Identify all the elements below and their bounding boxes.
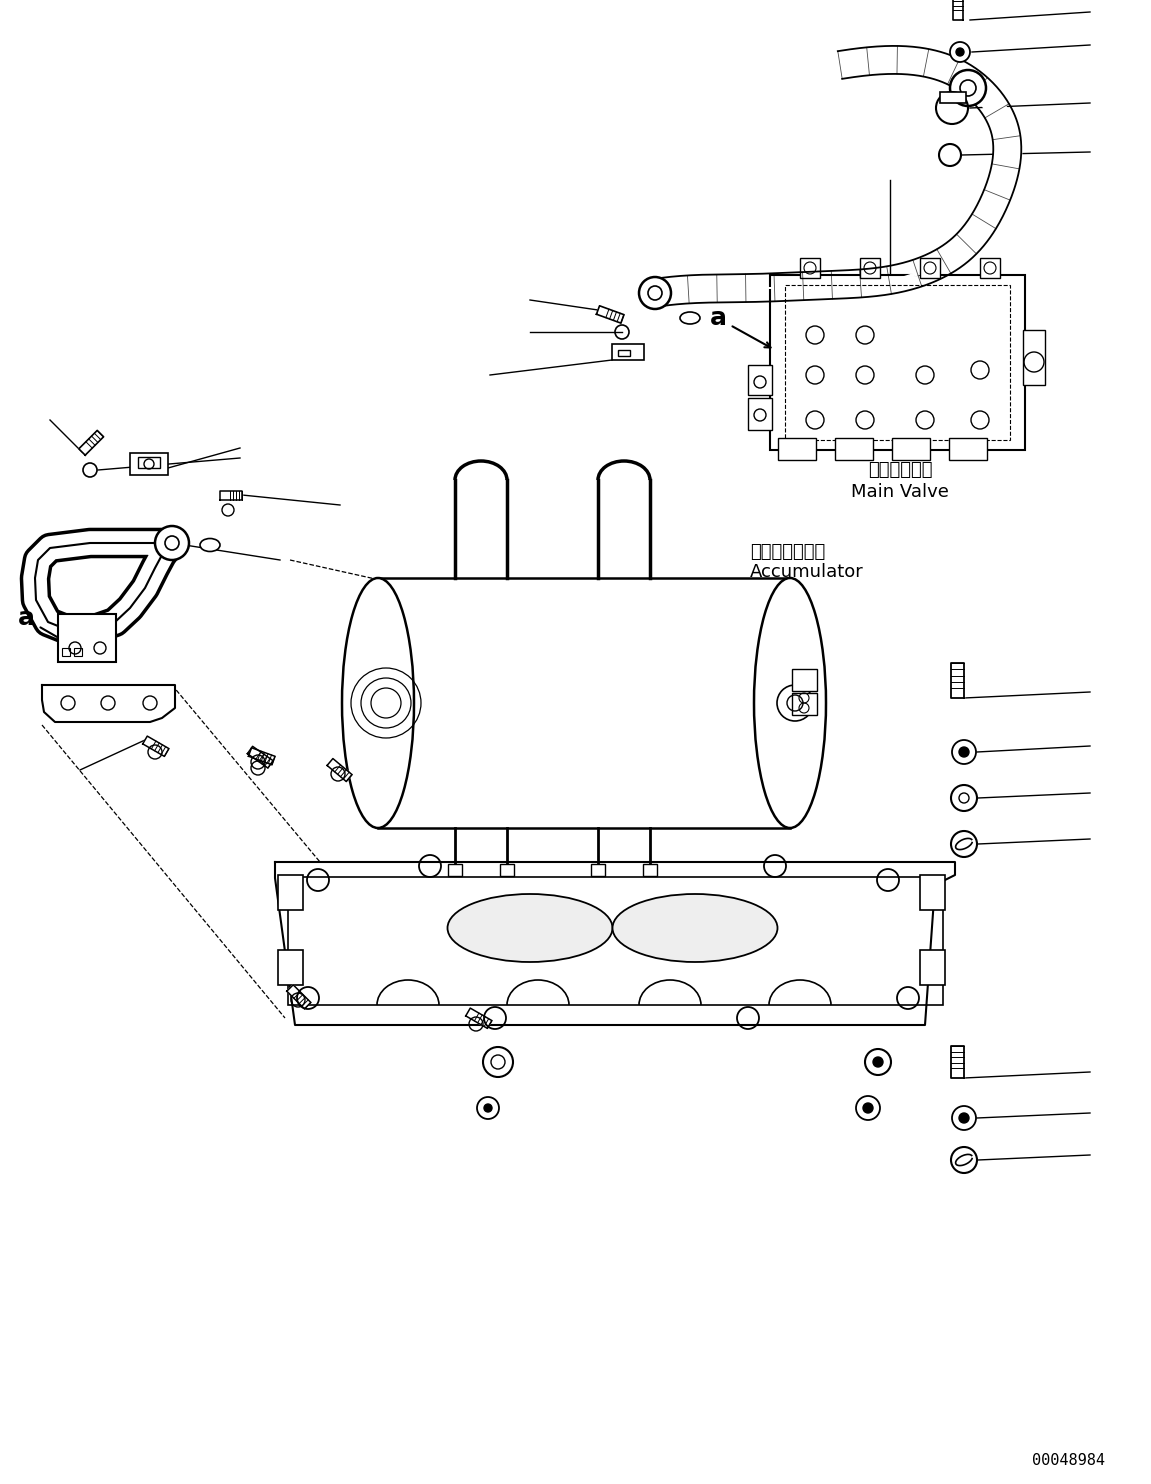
- Bar: [950, 438, 988, 460]
- Bar: [940, 92, 966, 102]
- Bar: [500, 864, 514, 876]
- Ellipse shape: [612, 893, 777, 962]
- Bar: [778, 438, 816, 460]
- Circle shape: [639, 278, 671, 309]
- Ellipse shape: [448, 893, 612, 962]
- Bar: [62, 649, 70, 656]
- Circle shape: [950, 70, 986, 105]
- Polygon shape: [249, 748, 275, 764]
- Bar: [288, 877, 943, 1005]
- Bar: [920, 876, 945, 910]
- Polygon shape: [287, 985, 311, 1009]
- Bar: [612, 344, 645, 361]
- Bar: [748, 398, 772, 430]
- Polygon shape: [247, 746, 273, 769]
- Bar: [800, 258, 820, 278]
- Polygon shape: [220, 491, 242, 500]
- Text: a: a: [17, 605, 35, 631]
- Bar: [448, 864, 462, 876]
- Bar: [279, 950, 303, 985]
- Circle shape: [956, 47, 965, 56]
- Bar: [748, 365, 772, 395]
- Polygon shape: [275, 862, 955, 1025]
- Ellipse shape: [342, 577, 414, 828]
- Bar: [643, 864, 657, 876]
- Circle shape: [959, 746, 969, 757]
- Bar: [792, 669, 817, 692]
- Bar: [792, 693, 817, 715]
- Bar: [892, 438, 930, 460]
- Bar: [130, 453, 168, 475]
- Bar: [980, 258, 1000, 278]
- Ellipse shape: [680, 312, 700, 324]
- Polygon shape: [327, 758, 352, 782]
- Circle shape: [952, 1106, 976, 1129]
- Text: アキュムレータ: アキュムレータ: [750, 543, 825, 561]
- Polygon shape: [952, 1046, 965, 1077]
- Bar: [378, 577, 790, 828]
- Polygon shape: [143, 736, 169, 757]
- Bar: [58, 614, 116, 662]
- Bar: [138, 457, 160, 467]
- Bar: [590, 864, 605, 876]
- Polygon shape: [952, 663, 965, 697]
- Bar: [74, 649, 82, 656]
- Text: Accumulator: Accumulator: [750, 562, 863, 582]
- Bar: [279, 876, 303, 910]
- Text: メインバルブ: メインバルブ: [868, 462, 932, 479]
- Circle shape: [485, 1104, 491, 1112]
- Circle shape: [952, 741, 976, 764]
- Bar: [770, 275, 1026, 450]
- Bar: [920, 258, 940, 278]
- Bar: [920, 950, 945, 985]
- Circle shape: [959, 1113, 969, 1123]
- Polygon shape: [953, 0, 963, 19]
- Circle shape: [872, 1057, 883, 1067]
- Ellipse shape: [200, 539, 220, 552]
- Circle shape: [863, 1103, 872, 1113]
- Polygon shape: [596, 306, 624, 324]
- Text: a: a: [709, 306, 726, 329]
- Text: 00048984: 00048984: [1032, 1453, 1105, 1468]
- Polygon shape: [466, 1008, 491, 1028]
- Bar: [1023, 329, 1045, 384]
- Bar: [618, 350, 630, 356]
- Ellipse shape: [754, 577, 826, 828]
- Bar: [785, 285, 1009, 439]
- Polygon shape: [41, 686, 175, 723]
- Circle shape: [155, 525, 189, 559]
- Circle shape: [950, 42, 970, 62]
- Text: Main Valve: Main Valve: [851, 482, 948, 502]
- Bar: [834, 438, 872, 460]
- Polygon shape: [78, 430, 104, 456]
- Bar: [860, 258, 881, 278]
